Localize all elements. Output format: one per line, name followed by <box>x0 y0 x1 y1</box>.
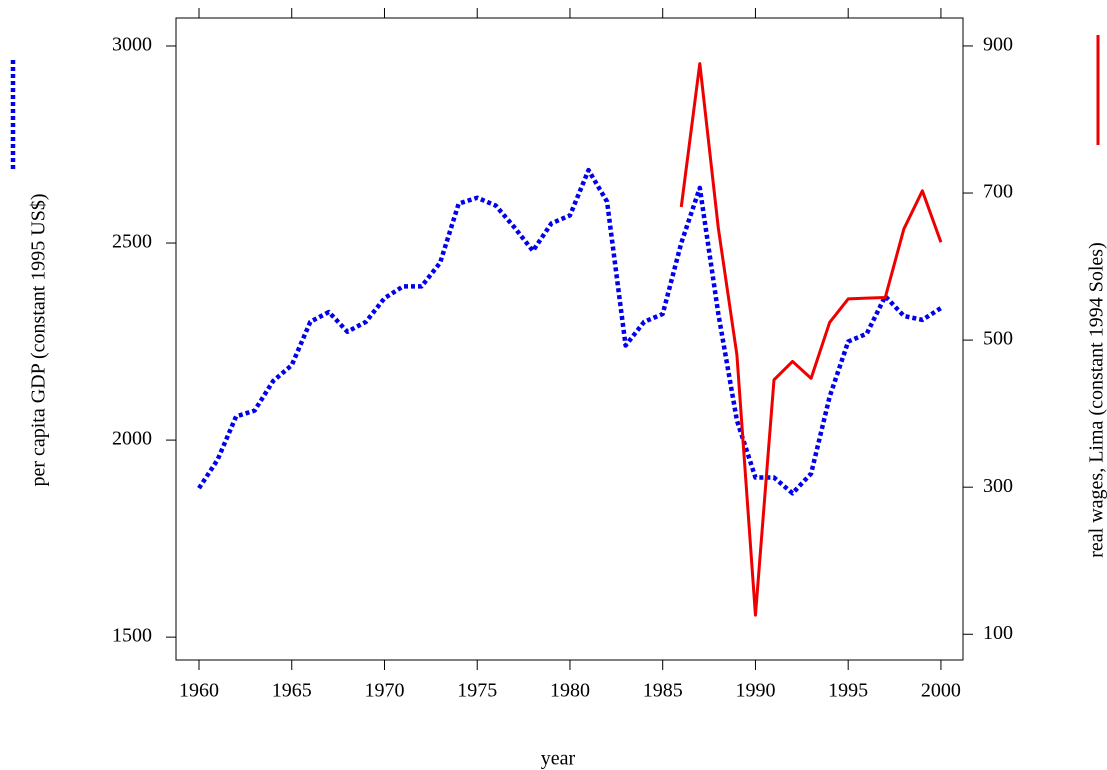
y-tick-label: 1500 <box>112 625 152 647</box>
y2-axis-label: real wages, Lima (constant 1994 Soles) <box>1086 242 1107 557</box>
y2-tick-label: 300 <box>983 475 1013 497</box>
y2-tick-label: 700 <box>983 181 1013 203</box>
series-line <box>679 62 943 617</box>
y2-tick-label: 100 <box>983 622 1013 644</box>
plot-frame <box>175 17 964 661</box>
x-axis-label: year <box>541 748 576 770</box>
y2-tick-label: 500 <box>983 328 1013 350</box>
x-tick-label: 1985 <box>643 680 683 702</box>
y-axis-label: per capita GDP (constant 1995 US$) <box>28 193 50 486</box>
x-tick-label: 1965 <box>272 680 312 702</box>
y-tick-label: 3000 <box>112 34 152 56</box>
y2-tick-label: 900 <box>983 34 1013 56</box>
y-tick-label: 2000 <box>112 428 152 450</box>
x-tick-label: 1995 <box>828 680 868 702</box>
x-tick-label: 1990 <box>735 680 775 702</box>
x-tick-label: 1975 <box>457 680 497 702</box>
series-line <box>197 167 943 496</box>
x-tick-label: 1970 <box>364 680 404 702</box>
x-tick-label: 1960 <box>179 680 219 702</box>
x-tick-label: 1980 <box>550 680 590 702</box>
y-tick-label: 2500 <box>112 231 152 253</box>
x-tick-label: 2000 <box>921 680 961 702</box>
